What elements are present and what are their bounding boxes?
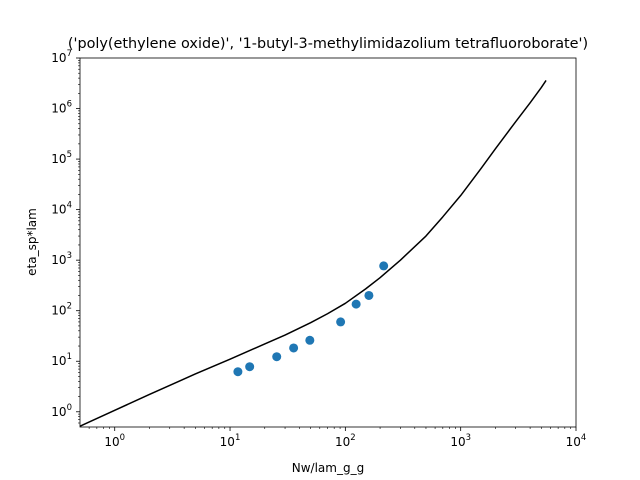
y-axis-label: eta_sp*lam xyxy=(25,208,39,276)
x-tick-label: 101 xyxy=(220,433,241,449)
x-axis-label: Nw/lam_g_g xyxy=(292,461,364,475)
data-point xyxy=(289,343,299,353)
y-tick-label: 106 xyxy=(51,100,72,116)
data-point xyxy=(245,362,255,372)
axes-frame xyxy=(79,57,577,428)
y-tick-label: 105 xyxy=(51,150,72,166)
plot-area xyxy=(79,57,577,428)
x-tick-label: 104 xyxy=(566,433,587,449)
data-point xyxy=(272,352,282,362)
y-axis: 100 101 102 103 104 105 106 107 xyxy=(51,49,80,424)
x-tick-label: 103 xyxy=(450,433,471,449)
chart-title: ('poly(ethylene oxide)', '1-butyl-3-meth… xyxy=(68,36,588,52)
x-tick-label: 100 xyxy=(104,433,125,449)
y-tick-label: 100 xyxy=(51,403,72,419)
x-tick-label: 102 xyxy=(335,433,356,449)
x-axis: 100 101 102 103 104 xyxy=(88,427,587,449)
data-point xyxy=(305,335,315,345)
data-point xyxy=(351,299,361,309)
data-point xyxy=(364,290,374,300)
y-tick-label: 107 xyxy=(51,49,72,65)
data-point xyxy=(336,317,346,327)
y-tick-label: 103 xyxy=(51,251,72,267)
y-tick-label: 101 xyxy=(51,352,72,368)
fit-curve-line xyxy=(80,80,547,427)
data-point xyxy=(233,367,243,377)
y-tick-label: 104 xyxy=(51,201,72,217)
y-tick-label: 102 xyxy=(51,302,72,318)
series-layer xyxy=(80,80,547,427)
data-point xyxy=(379,261,389,271)
